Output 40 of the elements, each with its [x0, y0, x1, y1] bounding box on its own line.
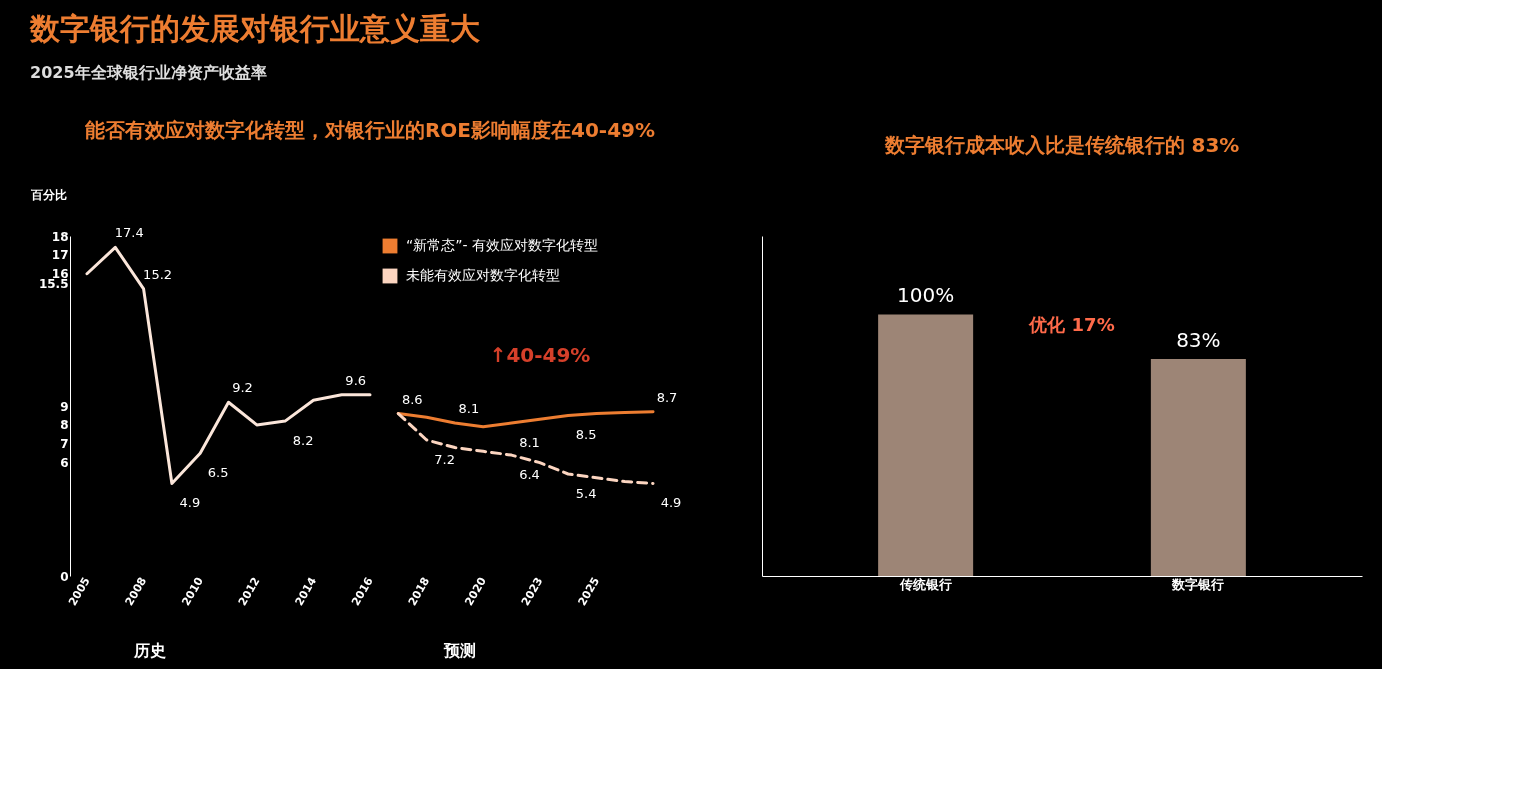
x-tick-label: 数字银行	[1171, 576, 1225, 592]
data-label: 17.4	[114, 225, 144, 241]
data-label: 9.2	[232, 380, 253, 396]
data-label: 4.9	[179, 495, 201, 511]
chart-title: 数字银行成本收入比是传统银行的 83%	[883, 133, 1240, 157]
y-axis-title: 百分比	[29, 187, 67, 202]
y-tick-label: 0	[60, 569, 69, 584]
annotation: 优化 17%	[1028, 314, 1115, 335]
legend-label: “新常态”- 有效应对数字化转型	[406, 237, 599, 253]
data-label: 6.5	[207, 465, 229, 481]
text: 预测	[443, 641, 476, 660]
text: 能否有效应对数字化转型，对银行业的ROE影响幅度在40-49%	[84, 118, 656, 142]
y-tick-label: 18	[51, 229, 69, 244]
data-label: 5.4	[575, 486, 597, 501]
y-tick-label: 8	[60, 418, 69, 433]
data-label: 83%	[1176, 327, 1221, 352]
y-tick-label: 17	[51, 248, 69, 263]
y-tick-label: 6	[60, 456, 69, 471]
y-tick-label: 9	[60, 399, 69, 414]
data-label: 8.5	[575, 427, 597, 443]
data-label: 8.6	[401, 391, 423, 407]
data-label: 6.4	[519, 467, 540, 483]
legend-label: 未能有效应对数字化转型	[406, 267, 560, 283]
line-series	[396, 412, 655, 485]
data-label: 15.2	[143, 266, 173, 282]
data-label: 7.2	[434, 452, 455, 467]
text: 数字银行的发展对银行业意义重大	[29, 11, 481, 46]
data-label: 8.1	[519, 435, 540, 450]
text: 历史	[133, 641, 166, 660]
data-label: 4.9	[660, 495, 682, 511]
data-label: 8.2	[292, 433, 314, 449]
x-tick-label: 传统银行	[898, 576, 952, 592]
y-tick-label: 7	[60, 437, 69, 452]
data-label: 100%	[897, 283, 955, 308]
data-label: 8.7	[656, 389, 678, 405]
line-series	[85, 245, 372, 485]
data-label: 9.6	[345, 372, 367, 388]
chart-title: 2025年全球银行业净资产收益率	[30, 63, 267, 82]
data-label: 8.1	[458, 401, 480, 416]
annotation: ↑40-49%	[489, 343, 591, 367]
